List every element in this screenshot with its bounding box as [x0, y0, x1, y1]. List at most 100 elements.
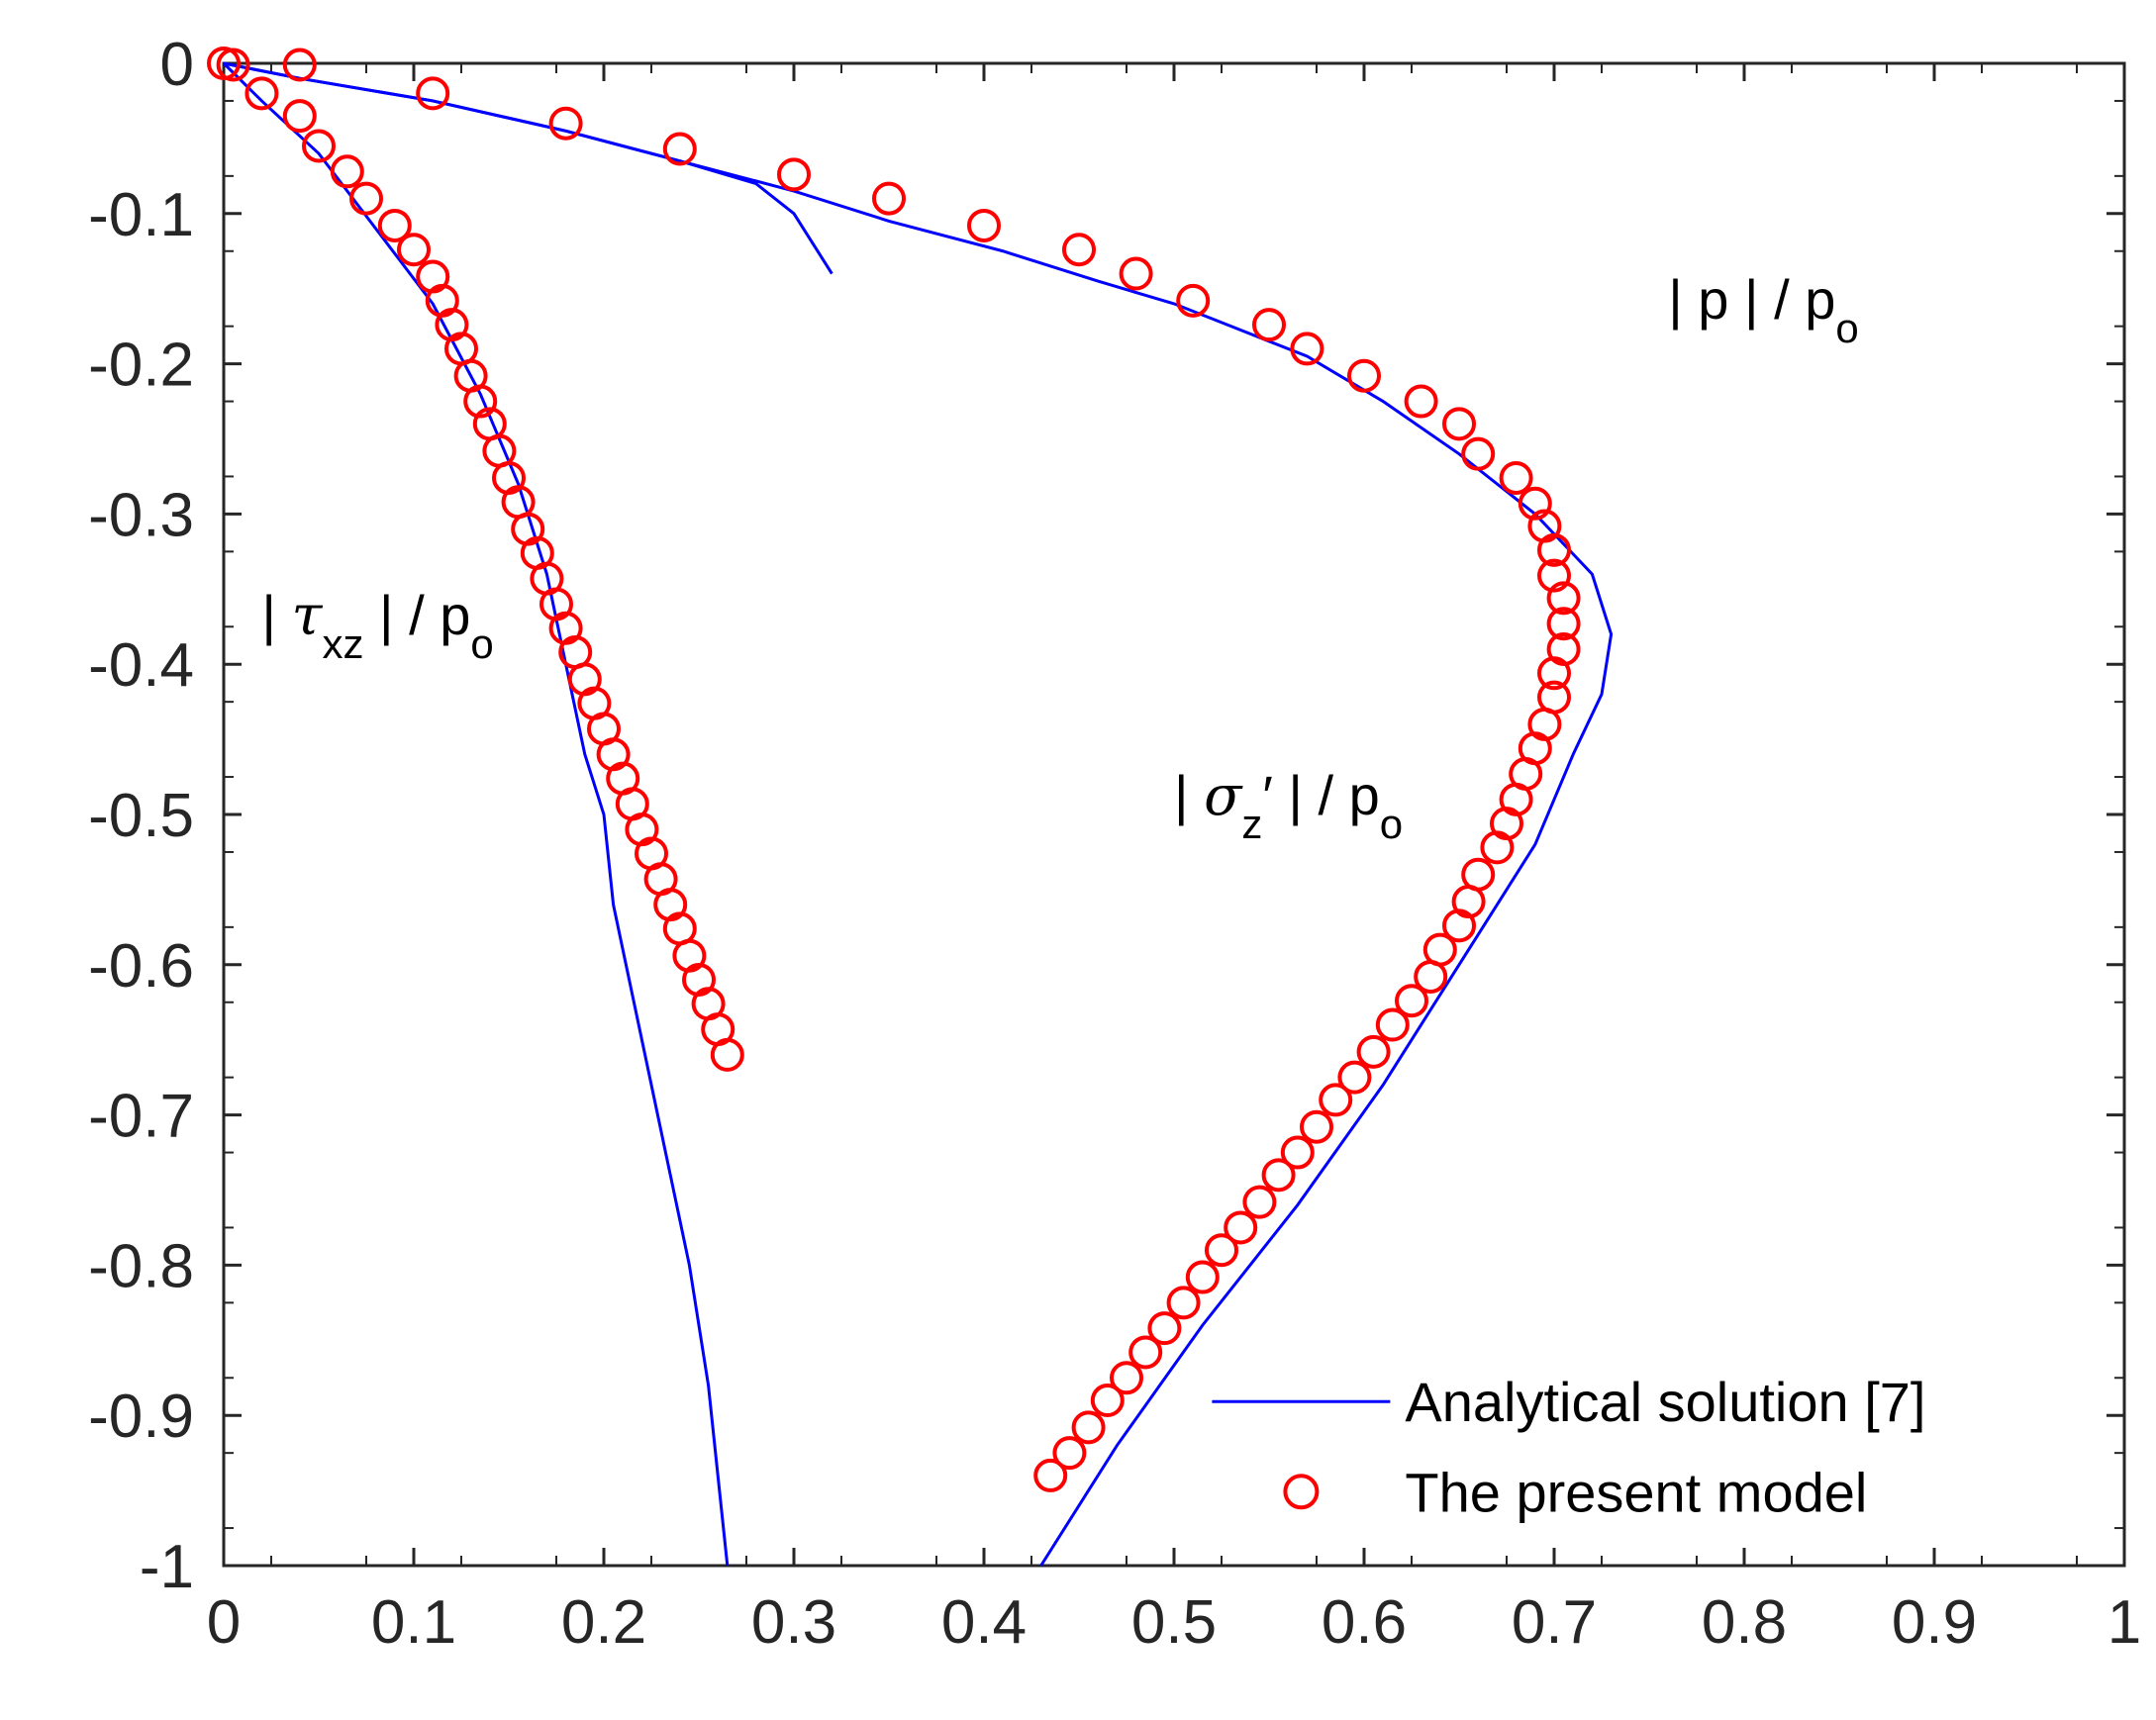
curve-label-sigma-bar: |	[1174, 764, 1204, 826]
curve-label-tau-symbol: τ	[292, 584, 324, 648]
model-point-p	[282, 48, 317, 82]
curve-label-tau-bar: |	[261, 584, 291, 646]
curve-label-sigma-prime: ′	[1262, 764, 1273, 826]
model-point-p	[1319, 1083, 1353, 1117]
model-point-p	[1546, 607, 1581, 641]
curve-labels: | p | / po | τxz | / po | σz′ | / po	[261, 268, 1858, 846]
curve-label-p-sub: o	[1835, 305, 1858, 351]
model-point-p	[1185, 1260, 1220, 1294]
legend: Analytical solution [7] The present mode…	[1212, 1371, 1925, 1523]
y-tick-label: -0.6	[88, 932, 194, 1001]
curve-label-p: | p | / po	[1668, 268, 1859, 351]
model-point-p	[1147, 1311, 1182, 1346]
model-point-tau	[282, 99, 317, 134]
model-point-p	[1280, 1135, 1315, 1170]
y-tick-label: -0.3	[88, 481, 194, 549]
model-point-p	[1090, 1384, 1125, 1418]
model-point-tau	[377, 208, 412, 242]
model-point-p	[1224, 1210, 1258, 1245]
legend-label-model: The present model	[1405, 1461, 1867, 1523]
model-point-p	[1205, 1233, 1238, 1268]
curve-label-sigma-symbol: σ	[1204, 764, 1243, 828]
curve-label-sigma-rest: | / p	[1273, 764, 1380, 826]
model-point-p	[1261, 1158, 1296, 1193]
model-point-p	[1499, 460, 1533, 495]
x-tick-label: 1	[2107, 1588, 2141, 1657]
model-point-p	[1546, 581, 1581, 616]
x-tick-label: 0.5	[1131, 1588, 1217, 1657]
model-point-p	[1290, 332, 1324, 366]
y-tick-label: -0.4	[88, 631, 194, 700]
legend-circle-marker	[1283, 1474, 1320, 1510]
y-tick-label: -0.5	[88, 782, 194, 850]
model-point-p	[1347, 358, 1381, 393]
model-point-p	[1356, 1034, 1391, 1069]
curve-label-tau-sub2: o	[470, 620, 493, 666]
legend-label-analytical: Analytical solution [7]	[1405, 1371, 1925, 1433]
y-tick-label: -0.2	[88, 332, 194, 400]
model-point-p	[548, 106, 583, 141]
model-point-p	[1166, 1286, 1201, 1320]
x-tick-label: 0.6	[1322, 1588, 1407, 1657]
x-tick-label: 0.1	[371, 1588, 456, 1657]
analytical-line-tau	[222, 61, 730, 1567]
y-tick-label: -0.9	[88, 1383, 194, 1451]
x-tick-label: 0.7	[1512, 1588, 1597, 1657]
model-point-p	[1110, 1361, 1143, 1395]
y-axis: 0 -0.1 -0.2 -0.3 -0.4 -0.5 -0.6 -0.7 -0.8 -0.9 -1	[88, 31, 2124, 1601]
model-point-p	[1337, 1060, 1372, 1095]
x-tick-label: 0.4	[941, 1588, 1027, 1657]
analytical-line-sigma	[223, 61, 833, 275]
curve-label-sigma-sub2: o	[1380, 801, 1403, 847]
model-point-p	[1480, 830, 1515, 865]
model-point-p	[1119, 256, 1153, 291]
model-point-p	[1537, 532, 1571, 567]
model-point-p	[662, 132, 697, 166]
model-point-tau	[710, 1037, 744, 1072]
model-point-tau	[397, 233, 431, 267]
model-point-p	[1300, 1109, 1333, 1144]
model-point-p	[1252, 308, 1286, 342]
x-tick-label: 0.3	[751, 1588, 836, 1657]
curve-label-tau-rest: | / p	[363, 584, 470, 646]
model-point-p	[872, 181, 906, 216]
model-point-p	[1395, 984, 1428, 1018]
curve-label-tau-sub: xz	[322, 620, 363, 666]
model-point-tau	[245, 76, 279, 111]
model-point-sigma	[207, 47, 241, 80]
model-point-p	[777, 157, 811, 192]
x-tick-label: 0.2	[561, 1588, 646, 1657]
model-point-p	[1537, 558, 1571, 593]
y-tick-label: 0	[160, 31, 194, 99]
series-layer	[207, 47, 1614, 1567]
model-point-p	[1414, 959, 1448, 994]
curve-label-sigma-sub: z	[1241, 801, 1262, 847]
model-point-p	[967, 208, 1001, 242]
model-point-tau	[330, 154, 364, 189]
model-point-p	[1033, 1458, 1068, 1492]
x-axis: 0 0.1 0.2 0.3 0.4 0.5 0.6 0.7 0.8 0.9 1	[207, 63, 2141, 1657]
model-point-tau	[349, 181, 383, 216]
model-point-p	[1442, 908, 1476, 943]
model-point-p	[1128, 1335, 1163, 1370]
model-point-p	[1052, 1436, 1087, 1471]
curve-label-p-text: | p | / p	[1668, 268, 1835, 331]
y-tick-label: -0.8	[88, 1232, 194, 1300]
model-point-p	[1176, 283, 1211, 318]
model-point-p	[1062, 233, 1096, 267]
model-point-p	[1242, 1185, 1277, 1219]
curve-label-tau: | τxz | / po	[261, 584, 493, 667]
model-point-p	[1071, 1410, 1106, 1445]
model-point-p	[1404, 384, 1438, 419]
y-tick-label: -1	[140, 1533, 194, 1601]
model-point-p	[1375, 1007, 1410, 1042]
model-point-p	[416, 76, 450, 111]
x-tick-label: 0.9	[1892, 1588, 1977, 1657]
model-point-tau	[463, 384, 498, 419]
x-tick-label: 0	[207, 1588, 241, 1657]
y-tick-label: -0.7	[88, 1083, 194, 1151]
model-point-tau	[302, 129, 336, 163]
model-point-p	[1442, 407, 1476, 441]
